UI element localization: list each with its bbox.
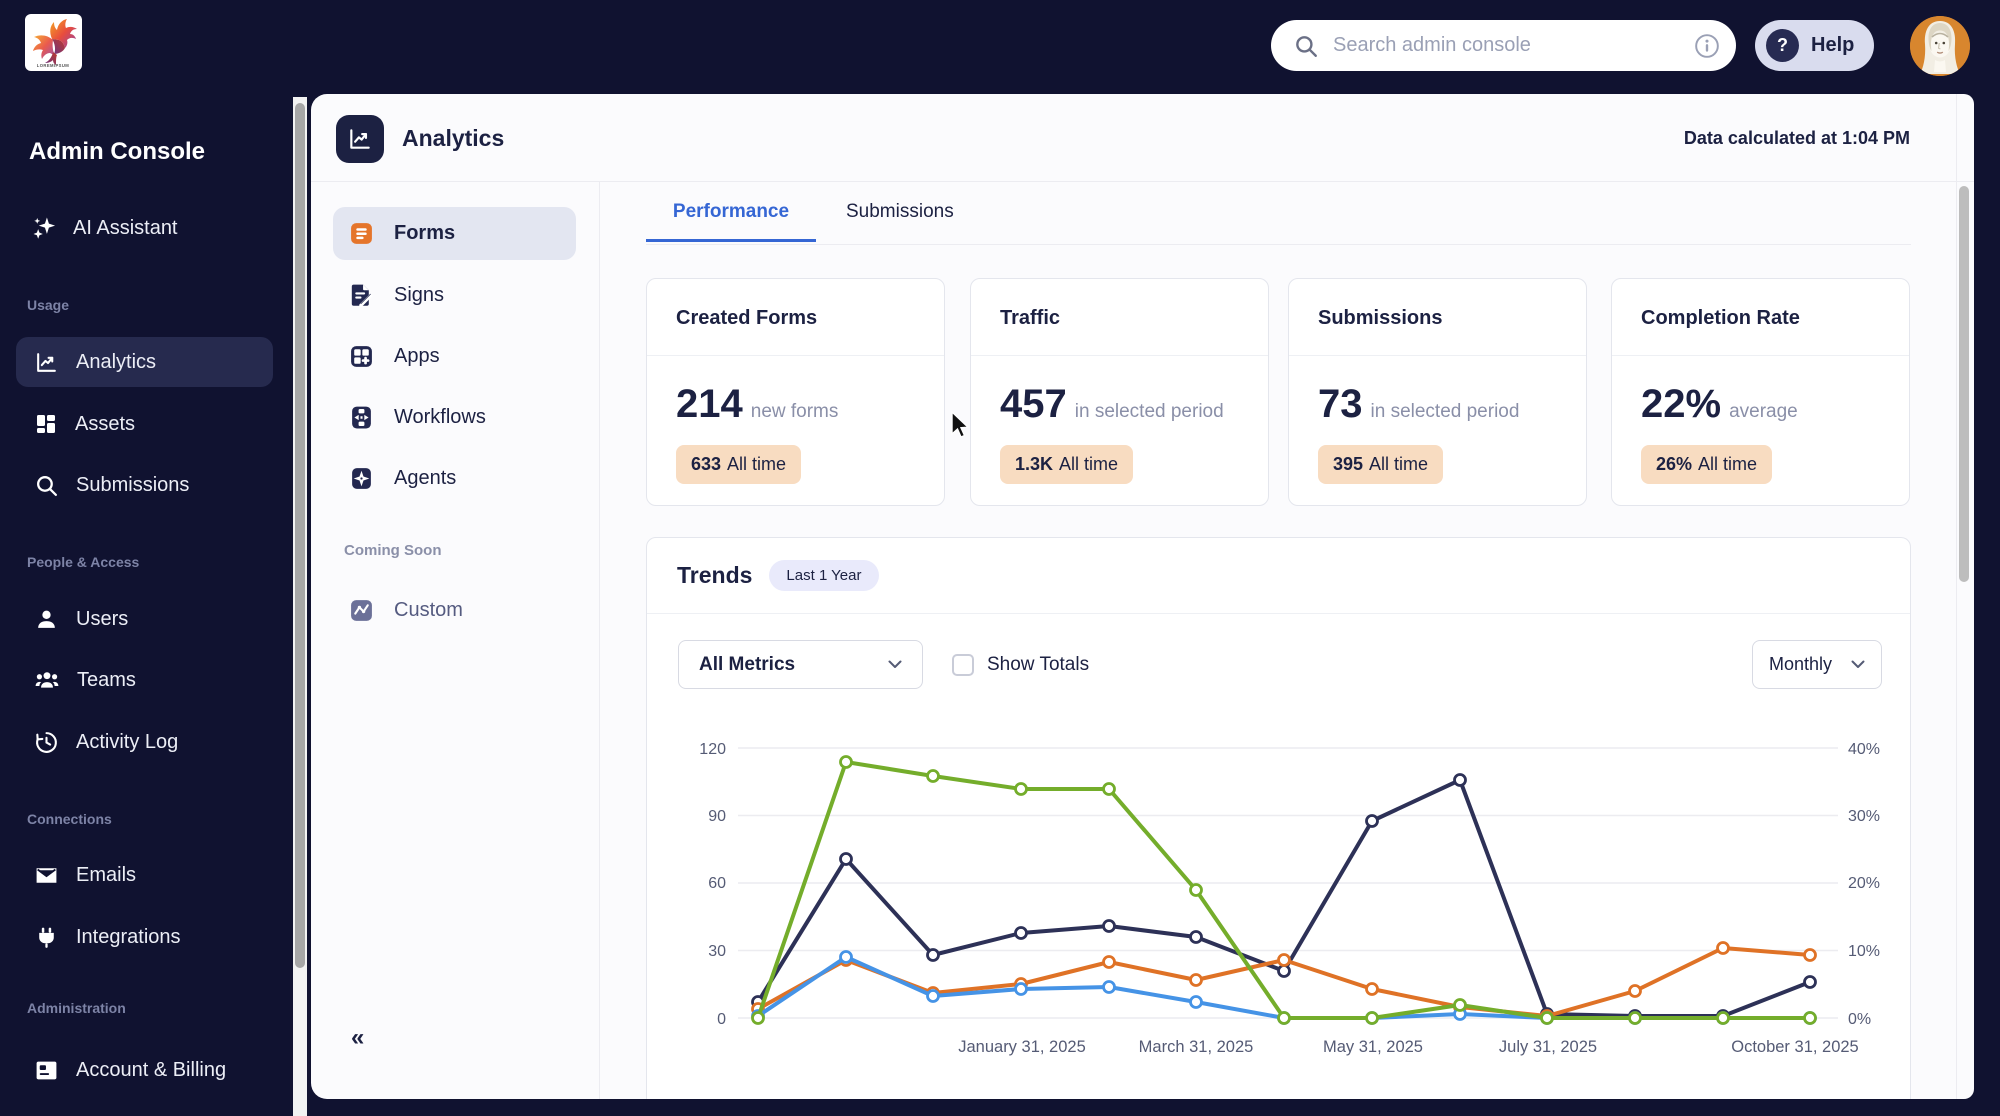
svg-text:October 31, 2025: October 31, 2025 xyxy=(1731,1038,1859,1056)
svg-text:40%: 40% xyxy=(1848,741,1880,758)
svg-text:0: 0 xyxy=(717,1011,726,1028)
svg-text:LOREMIPSUM: LOREMIPSUM xyxy=(37,63,69,68)
svg-text:July 31, 2025: July 31, 2025 xyxy=(1499,1038,1597,1056)
svg-text:January 31, 2025: January 31, 2025 xyxy=(958,1038,1086,1056)
svg-text:March 31, 2025: March 31, 2025 xyxy=(1139,1038,1254,1056)
svg-text:30: 30 xyxy=(708,943,726,960)
svg-text:20%: 20% xyxy=(1848,875,1880,892)
svg-text:May 31, 2025: May 31, 2025 xyxy=(1323,1038,1423,1056)
svg-text:30%: 30% xyxy=(1848,808,1880,825)
svg-text:10%: 10% xyxy=(1848,943,1880,960)
svg-text:0%: 0% xyxy=(1848,1011,1871,1028)
svg-text:90: 90 xyxy=(708,808,726,825)
svg-text:120: 120 xyxy=(699,741,726,758)
svg-text:60: 60 xyxy=(708,875,726,892)
